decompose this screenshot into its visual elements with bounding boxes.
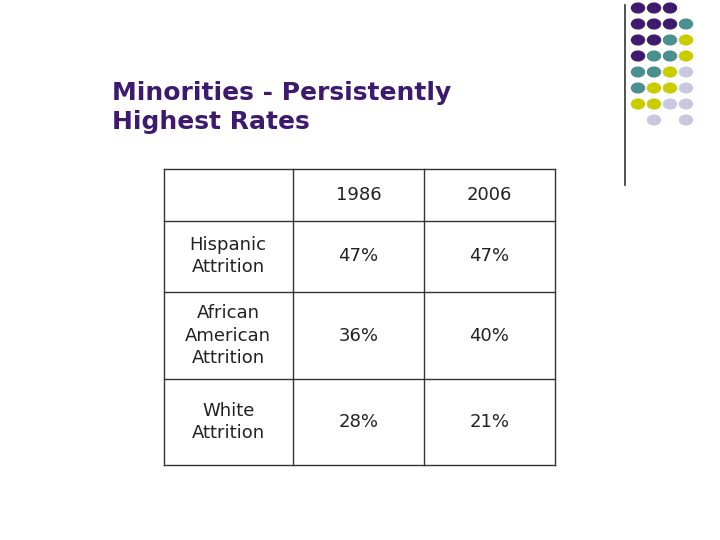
- Text: 47%: 47%: [469, 247, 510, 265]
- Text: Minorities - Persistently
Highest Rates: Minorities - Persistently Highest Rates: [112, 82, 451, 134]
- Text: 47%: 47%: [338, 247, 379, 265]
- Text: 40%: 40%: [469, 327, 509, 345]
- Text: 36%: 36%: [338, 327, 378, 345]
- Text: 21%: 21%: [469, 413, 510, 431]
- Text: African
American
Attrition: African American Attrition: [185, 305, 271, 367]
- Text: Hispanic
Attrition: Hispanic Attrition: [189, 236, 266, 276]
- Text: 28%: 28%: [338, 413, 378, 431]
- Text: 1986: 1986: [336, 186, 381, 204]
- Text: 2006: 2006: [467, 186, 512, 204]
- Text: White
Attrition: White Attrition: [192, 402, 265, 442]
